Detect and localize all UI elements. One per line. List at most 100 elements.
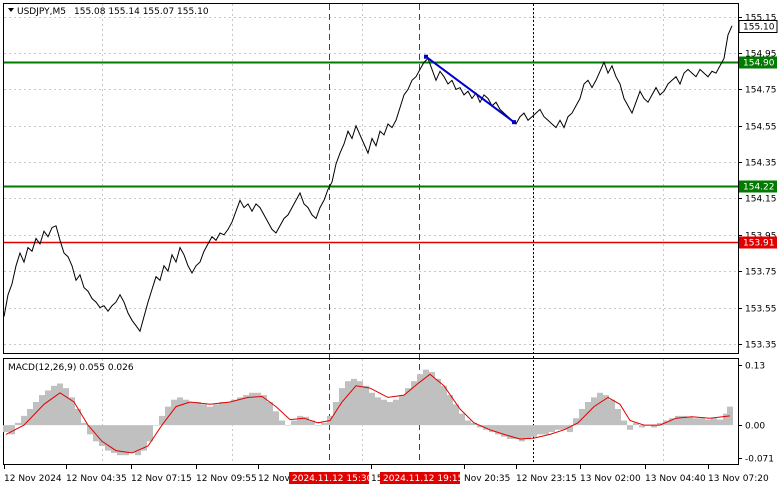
- macd-histogram-bar: [519, 425, 525, 442]
- macd-histogram-bar: [207, 406, 213, 426]
- macd-histogram-bar: [297, 415, 303, 426]
- symbol-label: USDJPY,M5: [17, 7, 66, 17]
- level-tag-label: 154.22: [743, 183, 775, 193]
- macd-histogram-bar: [9, 425, 15, 435]
- macd-panel[interactable]: MACD(12,26,9) 0.055 0.026: [3, 358, 739, 465]
- macd-histogram-bar: [381, 399, 387, 426]
- macd-histogram-bar: [225, 402, 231, 426]
- time-tick-label: 12 Nov 07:15: [131, 474, 192, 484]
- macd-histogram-bar: [675, 415, 681, 426]
- trend-line[interactable]: [425, 55, 515, 123]
- macd-histogram-bar: [195, 402, 201, 426]
- macd-histogram-bar: [87, 425, 93, 435]
- macd-histogram-bar: [627, 425, 633, 430]
- time-tick-label: 12 Nov 09:55: [196, 474, 257, 484]
- price-panel[interactable]: USDJPY,M5 155.08 155.14 155.07 155.10: [3, 3, 739, 465]
- price-tick-label: 154.55: [745, 123, 777, 133]
- macd-tick-label: 0.13: [745, 362, 765, 372]
- time-tick-label: 13 Nov 07:20: [708, 474, 769, 484]
- macd-histogram-bar: [573, 418, 579, 426]
- macd-histogram-bar: [621, 420, 627, 426]
- price-tick-label: 155.15: [745, 14, 777, 24]
- macd-histogram-bar: [723, 413, 729, 426]
- ohlc-values: 155.08 155.14 155.07 155.10: [74, 7, 209, 17]
- event-time-tag: [289, 472, 369, 484]
- macd-histogram-bar: [129, 425, 135, 453]
- time-tick-label: 15: [371, 474, 382, 484]
- macd-histogram-bar: [81, 422, 87, 426]
- macd-histogram-bar: [471, 422, 477, 426]
- time-tick-label: 13 Nov 02:00: [580, 474, 641, 484]
- current-price-tag: [738, 20, 778, 33]
- macd-histogram-bar: [45, 390, 51, 426]
- macd-histogram-bar: [531, 425, 537, 437]
- price-tick-label: 154.35: [745, 159, 777, 169]
- macd-histogram-bar: [21, 415, 27, 426]
- price-tick-label: 154.15: [745, 195, 777, 205]
- macd-histogram-bar: [351, 378, 357, 426]
- macd-histogram-bar: [171, 399, 177, 426]
- macd-tick-label: 0.00: [745, 422, 765, 432]
- macd-histogram-bar: [459, 413, 465, 426]
- macd-signal-line: [5, 373, 731, 454]
- macd-histogram-bar: [135, 425, 141, 456]
- macd-histogram-bar: [189, 402, 195, 426]
- macd-histogram-bar: [105, 425, 111, 451]
- macd-histogram-bar: [51, 385, 57, 426]
- macd-histogram-bar: [699, 418, 705, 426]
- macd-histogram-bar: [363, 385, 369, 426]
- macd-histogram-bar: [315, 425, 321, 426]
- macd-histogram-bar: [291, 420, 297, 426]
- macd-histogram-bar: [549, 425, 555, 433]
- macd-histogram-bar: [543, 425, 549, 435]
- event-time-tag: [380, 472, 460, 484]
- time-tick-label: 12 Nov: [258, 474, 291, 484]
- macd-histogram-bar: [153, 425, 159, 426]
- macd-histogram-bar: [123, 425, 129, 456]
- macd-histogram-bar: [147, 425, 153, 442]
- macd-histogram-bar: [483, 425, 489, 430]
- macd-histogram-bar: [507, 425, 513, 440]
- macd-histogram-bar: [27, 408, 33, 426]
- price-grid: [4, 4, 738, 464]
- macd-histogram-bar: [57, 383, 63, 426]
- macd-histogram-bar: [285, 425, 291, 426]
- macd-histogram-bar: [159, 415, 165, 426]
- macd-histogram-bar: [657, 422, 663, 426]
- macd-histogram-bar: [597, 392, 603, 426]
- macd-histogram-bar: [651, 425, 657, 428]
- level-lines: [4, 61, 738, 244]
- macd-histogram-bar: [405, 388, 411, 426]
- price-series-line: [3, 25, 733, 333]
- price-tick-label: 153.75: [745, 268, 777, 278]
- macd-histogram-bar: [201, 404, 207, 426]
- time-tick-label: 13 Nov 04:40: [645, 474, 706, 484]
- macd-label: MACD(12,26,9) 0.055 0.026: [8, 363, 134, 373]
- macd-histogram-bar: [669, 418, 675, 426]
- price-tick-label: 154.95: [745, 50, 777, 60]
- macd-histogram-bar: [711, 418, 717, 426]
- macd-histogram-bar: [387, 402, 393, 426]
- macd-histogram-bar: [585, 402, 591, 426]
- macd-histogram-bar: [603, 395, 609, 426]
- macd-histogram-bar: [141, 425, 147, 451]
- macd-histogram-bar: [357, 381, 363, 426]
- macd-histogram-bar: [579, 408, 585, 426]
- macd-histogram-bar: [615, 408, 621, 426]
- macd-axis: 0.13 0.00 -0.071: [738, 359, 774, 465]
- price-tick-label: 153.35: [745, 341, 777, 351]
- macd-histogram-bar: [99, 425, 105, 446]
- macd-histogram-bar: [705, 419, 711, 426]
- macd-histogram-bar: [69, 397, 75, 426]
- macd-histogram-bar: [447, 395, 453, 426]
- macd-histogram-bar: [411, 381, 417, 426]
- macd-histogram-bar: [375, 397, 381, 426]
- macd-histogram-bar: [15, 422, 21, 426]
- macd-histogram-bar: [393, 399, 399, 426]
- time-tick-label: 12 Nov 04:35: [66, 474, 127, 484]
- macd-histogram-bar: [177, 397, 183, 426]
- macd-histogram-bar: [3, 425, 9, 433]
- time-tick-label: 12 Nov 23:15: [516, 474, 577, 484]
- collapse-triangle-icon[interactable]: [8, 8, 14, 12]
